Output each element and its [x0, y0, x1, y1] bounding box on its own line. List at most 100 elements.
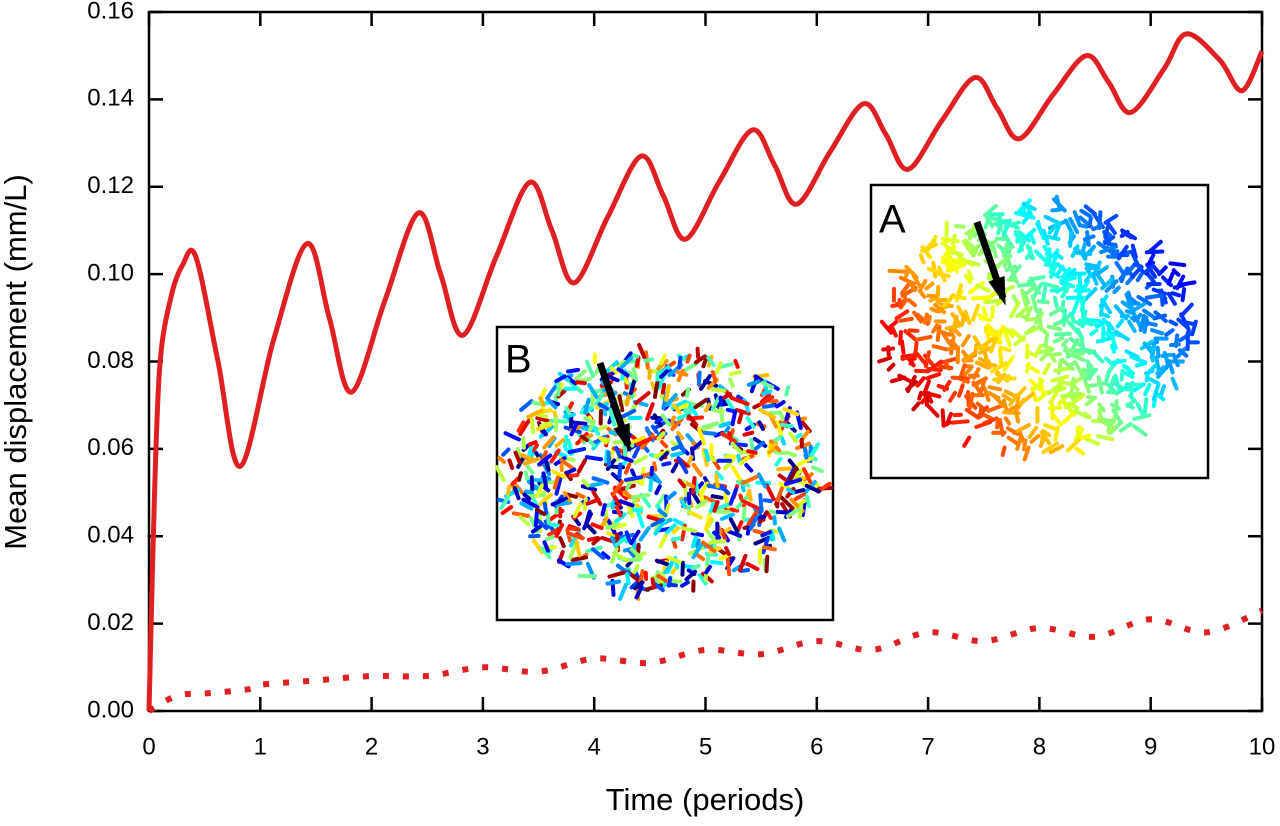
inset-strand: [708, 501, 716, 514]
inset-strand: [624, 572, 631, 585]
inset-strand: [516, 420, 526, 433]
inset-strand: [704, 553, 711, 567]
inset-strand: [710, 494, 724, 500]
inset-strand: [699, 374, 712, 391]
inset-strand: [996, 372, 1007, 385]
inset-strand: [926, 367, 943, 372]
inset-strand: [779, 495, 795, 511]
inset-strand: [879, 319, 894, 335]
inset-strand: [796, 455, 815, 467]
inset-strand: [947, 250, 964, 257]
inset-strand: [1084, 436, 1100, 446]
inset-strand: [738, 455, 751, 466]
inset-strand: [685, 387, 691, 398]
inset-strand: [1077, 427, 1084, 439]
inset-strand: [565, 561, 583, 567]
inset-a: A: [869, 183, 1210, 480]
inset-strand: [696, 370, 702, 387]
inset-strand: [1142, 397, 1149, 415]
inset-strand: [1015, 422, 1032, 434]
inset-strand: [986, 403, 1005, 413]
inset-strand: [979, 378, 987, 394]
inset-strand: [695, 538, 701, 549]
inset-strand: [540, 546, 552, 560]
inset-strand: [591, 489, 603, 507]
inset-strand: [559, 458, 575, 471]
inset-strand: [566, 467, 577, 475]
inset-strand: [562, 412, 576, 419]
inset-strand: [1119, 269, 1128, 284]
inset-strand: [797, 503, 804, 519]
inset-strand: [942, 293, 956, 309]
inset-strand: [725, 398, 735, 411]
inset-strand: [950, 233, 957, 246]
inset-strand: [963, 273, 973, 285]
inset-strand: [1083, 321, 1098, 327]
inset-strand: [1008, 393, 1019, 407]
inset-strand: [1154, 355, 1161, 372]
inset-strand: [1034, 344, 1043, 358]
inset-strand: [660, 365, 671, 375]
inset-strand: [712, 530, 722, 540]
inset-strand: [538, 424, 555, 439]
inset-strand: [652, 461, 658, 472]
inset-strand: [710, 387, 727, 393]
inset-strand: [1132, 312, 1143, 323]
inset-strand: [601, 551, 611, 560]
inset-strand: [670, 417, 684, 431]
inset-strand: [650, 424, 659, 434]
y-tick-label: 0.02: [87, 609, 134, 636]
inset-strand: [664, 393, 678, 408]
inset-strand: [773, 450, 787, 456]
inset-strand: [631, 539, 637, 551]
inset-strand: [1168, 319, 1179, 327]
inset-strand: [908, 280, 918, 293]
inset-strand: [1068, 217, 1080, 235]
inset-strand: [518, 515, 531, 527]
inset-strand: [725, 557, 732, 577]
inset-strand: [511, 511, 530, 518]
inset-strand: [611, 480, 625, 497]
inset-strand: [630, 435, 646, 445]
inset-strand: [710, 396, 721, 412]
inset-strand: [654, 484, 662, 496]
inset-strand: [926, 293, 938, 299]
inset-strand: [679, 498, 687, 509]
inset-strand: [1077, 223, 1089, 229]
inset-strand: [666, 491, 677, 501]
inset-strand: [545, 385, 558, 400]
inset-strand: [1180, 319, 1197, 327]
inset-strand: [1095, 273, 1107, 287]
inset-strand: [911, 401, 921, 412]
inset-strand: [533, 509, 539, 528]
y-tick-label: 0.14: [87, 85, 134, 112]
inset-strand: [547, 528, 559, 537]
inset-strand: [1138, 313, 1146, 333]
inset-strand: [945, 260, 954, 271]
inset-strand: [1145, 262, 1158, 279]
inset-strand: [1070, 244, 1080, 258]
inset-strand: [718, 395, 724, 407]
inset-strand: [714, 473, 720, 489]
inset-strand: [1039, 347, 1055, 362]
y-tick-label: 0.10: [87, 259, 134, 286]
inset-strand: [653, 522, 665, 536]
inset-strand: [629, 547, 644, 561]
inset-strand: [1119, 368, 1125, 382]
inset-strand: [881, 346, 896, 352]
inset-strand: [737, 553, 748, 573]
inset-strand: [1178, 280, 1197, 287]
inset-strand: [535, 415, 550, 423]
inset-strand: [1115, 318, 1125, 329]
inset-strand: [757, 420, 765, 431]
inset-strand: [944, 411, 953, 427]
inset-strand: [531, 538, 545, 555]
x-tick-label: 0: [142, 733, 155, 760]
inset-strand: [500, 505, 514, 516]
inset-strand: [549, 448, 561, 464]
inset-strand: [745, 561, 760, 572]
inset-strand: [663, 561, 674, 575]
inset-strand: [954, 224, 966, 229]
inset-strand: [1025, 350, 1038, 358]
inset-strand: [970, 295, 991, 301]
